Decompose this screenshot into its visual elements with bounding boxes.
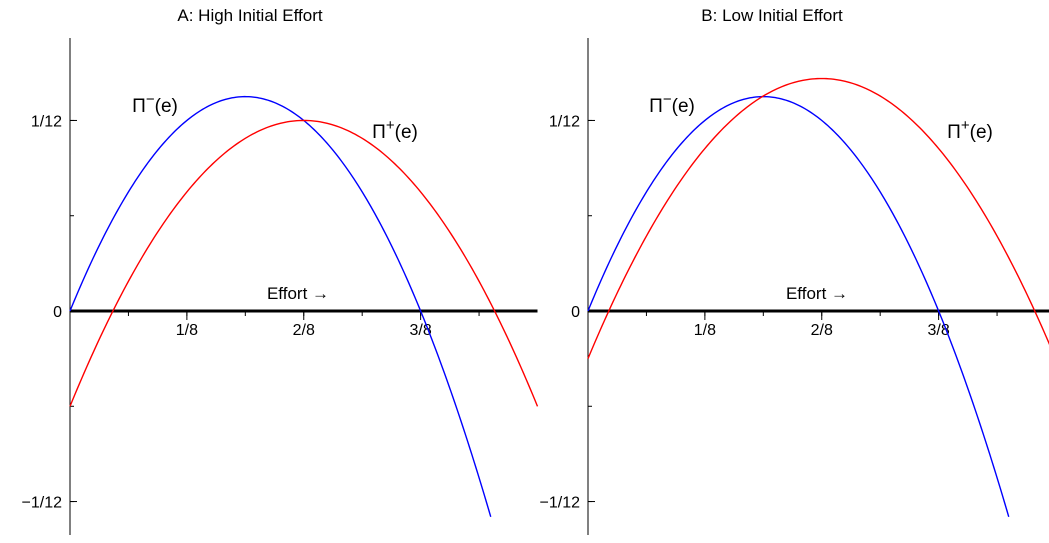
x-axis-label: Effort →	[267, 284, 329, 303]
pi-minus-curve	[587, 95, 1010, 517]
y-tick-label: 0	[53, 304, 62, 321]
x-tick-label: 1/8	[176, 322, 198, 339]
y-tick-label: 1/12	[31, 113, 62, 130]
chart-title: B: Low Initial Effort	[701, 6, 843, 25]
x-tick-label: 2/8	[293, 322, 315, 339]
y-tick-label: −1/12	[540, 495, 581, 512]
pi-plus-curve	[587, 77, 1049, 359]
pi-minus-curve	[69, 95, 492, 517]
chart-title: A: High Initial Effort	[177, 6, 322, 25]
pi-minus-label: Π−(e)	[649, 91, 695, 117]
pi-minus-label: Π−(e)	[132, 91, 178, 117]
y-tick-label: 1/12	[549, 113, 580, 130]
x-tick-label: 1/8	[694, 322, 716, 339]
x-axis-label: Effort →	[786, 284, 848, 303]
pi-plus-curve	[69, 119, 539, 407]
y-tick-label: −1/12	[22, 495, 63, 512]
y-tick-label: 0	[571, 304, 580, 321]
pi-plus-label: Π+(e)	[372, 117, 418, 143]
pi-plus-label: Π+(e)	[947, 117, 993, 143]
x-tick-label: 2/8	[811, 322, 833, 339]
